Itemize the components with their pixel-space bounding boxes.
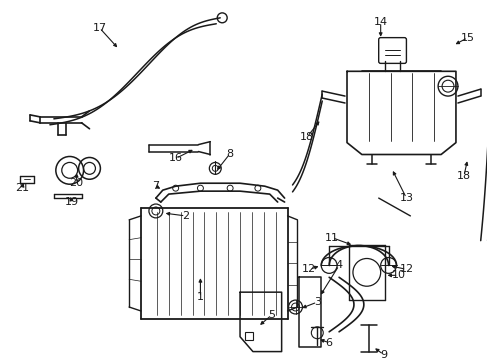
Text: 6: 6 [325, 338, 332, 348]
Text: 12: 12 [399, 264, 413, 274]
Text: 9: 9 [379, 350, 386, 360]
Text: 20: 20 [69, 178, 83, 188]
Text: 2: 2 [182, 211, 189, 221]
Text: 10: 10 [391, 270, 405, 280]
Text: 4: 4 [335, 260, 342, 270]
Text: 1: 1 [197, 292, 203, 302]
Text: 16: 16 [168, 153, 183, 163]
Text: 17: 17 [92, 23, 106, 33]
Text: 18: 18 [456, 171, 470, 181]
Text: 8: 8 [226, 149, 233, 158]
Text: 18: 18 [300, 132, 314, 142]
Text: 11: 11 [325, 233, 339, 243]
Text: 19: 19 [64, 197, 79, 207]
Circle shape [288, 300, 302, 314]
Text: 7: 7 [152, 181, 159, 191]
Text: 12: 12 [302, 264, 316, 274]
Text: 15: 15 [460, 33, 474, 42]
Text: 13: 13 [399, 193, 412, 203]
Text: 21: 21 [15, 183, 29, 193]
Text: 3: 3 [313, 297, 320, 307]
Text: 5: 5 [268, 310, 275, 320]
Text: 14: 14 [373, 17, 387, 27]
Bar [244, 332, 252, 340]
